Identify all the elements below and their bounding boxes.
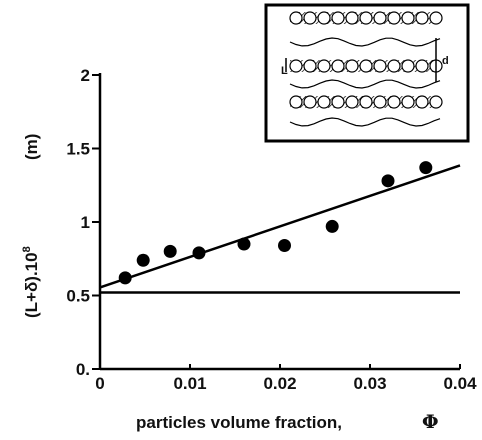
- y-axis-unit: (m): [22, 134, 41, 160]
- inset-chain: [289, 117, 441, 127]
- inset-particle: [373, 11, 387, 25]
- y-tick-label: 0.: [76, 360, 90, 379]
- inset-particle: [373, 59, 387, 73]
- inset-particle: [317, 95, 331, 109]
- inset-particle: [289, 59, 303, 73]
- inset-schematic: L d: [264, 3, 470, 143]
- inset-particle: [373, 95, 387, 109]
- data-point: [381, 174, 395, 188]
- inset-label-l: L: [281, 65, 288, 77]
- inset-particle: [429, 11, 443, 25]
- inset-particle: [317, 59, 331, 73]
- y-tick-label: 1: [81, 213, 90, 232]
- inset-particle: [345, 95, 359, 109]
- x-tick-label: 0.02: [263, 374, 296, 393]
- inset-particle: [359, 95, 373, 109]
- inset-particle: [345, 11, 359, 25]
- x-tick-label: 0: [95, 374, 104, 393]
- data-point: [136, 253, 150, 267]
- data-point: [419, 161, 433, 175]
- y-axis-title: (L+δ).108: [21, 246, 41, 318]
- inset-particle: [289, 11, 303, 25]
- data-point: [192, 246, 206, 260]
- inset-particle: [303, 11, 317, 25]
- axis-titles: particles volume fraction, Φ (L+δ).108 (…: [21, 134, 439, 433]
- inset-particle: [317, 11, 331, 25]
- plot-area: 0 0.01 0.02 0.03 0.04 0. 0.5 1 1.5 2: [66, 66, 477, 393]
- inset-particle: [401, 95, 415, 109]
- x-axis-symbol: Φ: [422, 411, 439, 433]
- inset-particle: [289, 95, 303, 109]
- x-tick-label: 0.03: [353, 374, 386, 393]
- inset-particle: [331, 11, 345, 25]
- inset-particle: [415, 59, 429, 73]
- inset-particle: [387, 95, 401, 109]
- inset-particle: [415, 11, 429, 25]
- fit-line: [99, 164, 461, 289]
- inset-particle: [331, 59, 345, 73]
- y-tick-label: 1.5: [66, 140, 90, 159]
- inset-particle: [401, 59, 415, 73]
- inset-label-d: d: [442, 55, 449, 67]
- data-point: [118, 271, 132, 285]
- inset-particle: [387, 11, 401, 25]
- inset-particle: [401, 11, 415, 25]
- y-axis-title-exponent: 8: [21, 246, 33, 252]
- inset-frame: [264, 3, 470, 143]
- y-tick-label: 2: [81, 66, 90, 85]
- data-point: [325, 219, 339, 233]
- inset-layers: [285, 11, 443, 127]
- inset-particle: [387, 59, 401, 73]
- inset-chain: [289, 79, 441, 89]
- y-tick-label: 0.5: [66, 287, 90, 306]
- inset-chain: [289, 37, 441, 47]
- inset-particle: [331, 95, 345, 109]
- x-axis-title: particles volume fraction,: [136, 413, 342, 432]
- inset-particle: [415, 95, 429, 109]
- inset-particle: [359, 59, 373, 73]
- inset-particle: [359, 11, 373, 25]
- inset-particle: [345, 59, 359, 73]
- inset-particle: [303, 59, 317, 73]
- y-axis-title-main: (L+δ).10: [22, 252, 41, 318]
- data-point: [237, 237, 251, 251]
- data-point: [278, 239, 291, 253]
- data-point: [163, 244, 177, 258]
- inset-particle: [303, 95, 317, 109]
- inset-particle: [429, 95, 443, 109]
- x-tick-label: 0.04: [443, 374, 477, 393]
- x-tick-label: 0.01: [173, 374, 206, 393]
